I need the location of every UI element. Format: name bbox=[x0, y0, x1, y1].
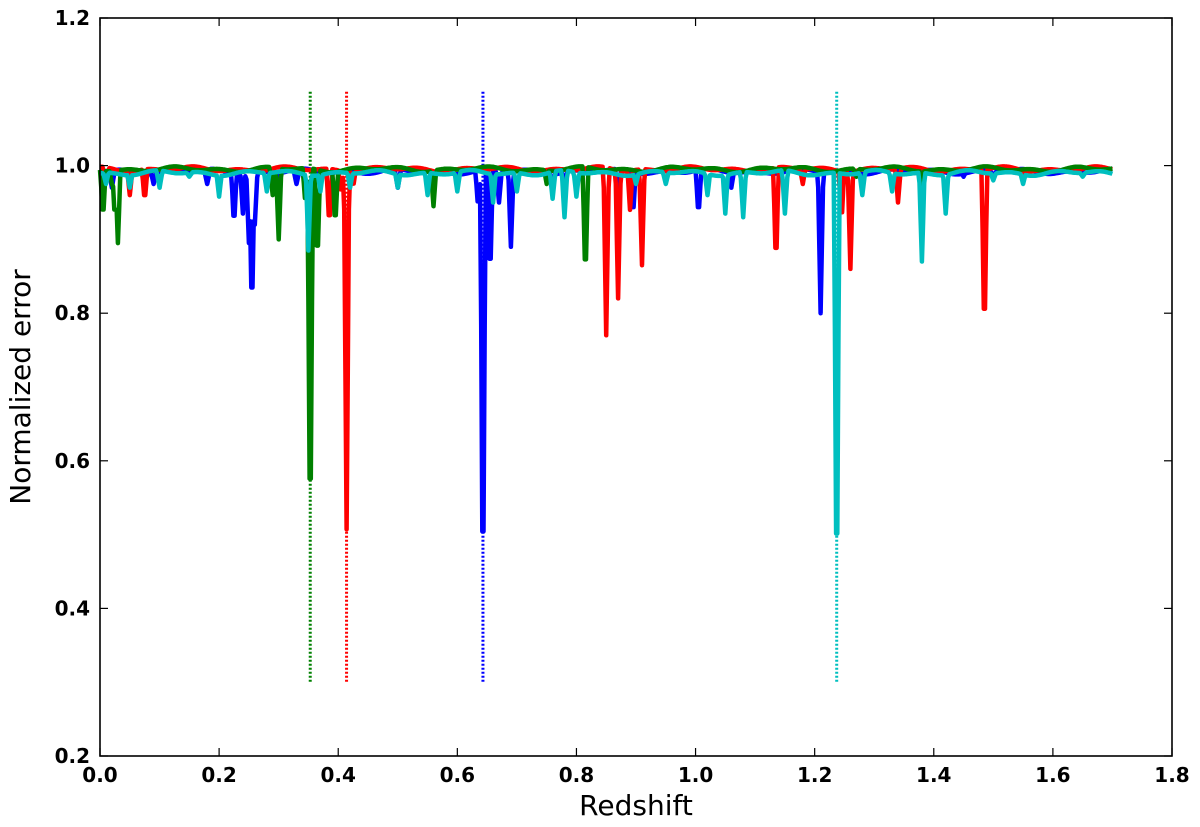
series-layer bbox=[97, 164, 1114, 536]
y-tick-label: 1.0 bbox=[55, 154, 90, 178]
x-tick-label: 0.8 bbox=[559, 763, 594, 787]
x-tick-label: 1.2 bbox=[797, 763, 832, 787]
plot-area bbox=[100, 18, 1172, 756]
y-tick-label: 0.2 bbox=[55, 744, 90, 768]
x-tick-label: 0.2 bbox=[201, 763, 236, 787]
x-tick-label: 0.6 bbox=[440, 763, 475, 787]
x-tick-label: 0.0 bbox=[82, 763, 117, 787]
plot-frame bbox=[99, 17, 1173, 757]
series-line bbox=[98, 167, 1114, 536]
redshift-markers bbox=[308, 91, 839, 683]
x-tick-label: 1.8 bbox=[1154, 763, 1189, 787]
y-ticks: 0.2 0.4 0.6 0.8 1.0 1.2 bbox=[55, 6, 1172, 768]
x-axis-label: Redshift bbox=[579, 789, 693, 822]
x-tick-label: 0.4 bbox=[321, 763, 356, 787]
x-tick-label: 1.0 bbox=[678, 763, 713, 787]
x-tick-label: 1.4 bbox=[916, 763, 951, 787]
y-tick-label: 0.6 bbox=[55, 449, 90, 473]
x-ticks: 0.0 0.2 0.4 0.6 0.8 1.0 1.2 1.4 1.6 1.8 bbox=[82, 18, 1190, 787]
y-tick-label: 0.4 bbox=[55, 596, 90, 620]
x-tick-label: 1.6 bbox=[1035, 763, 1070, 787]
y-tick-label: 0.8 bbox=[55, 301, 90, 325]
y-tick-label: 1.2 bbox=[55, 6, 90, 30]
y-axis-label: Normalized error bbox=[4, 269, 37, 505]
